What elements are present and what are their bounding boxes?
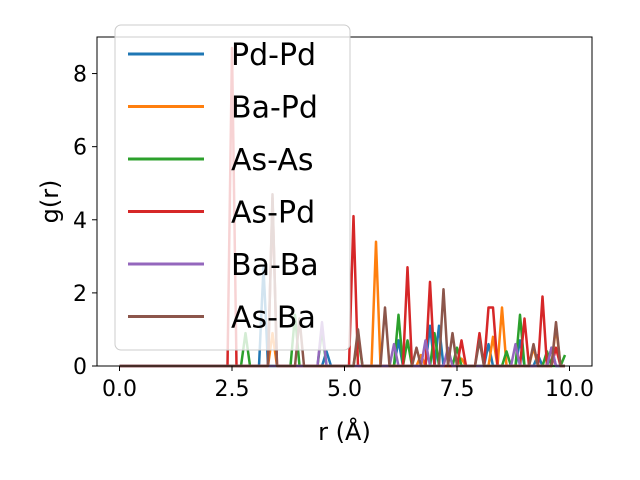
x-tick-label: 10.0 [545, 377, 594, 402]
legend-label-Ba-Ba: Ba-Ba [231, 248, 319, 283]
y-tick-label: 2 [73, 282, 87, 307]
x-tick-label: 0.0 [102, 377, 137, 402]
y-tick-label: 6 [73, 136, 87, 161]
legend-label-Ba-Pd: Ba-Pd [231, 91, 318, 126]
legend-label-As-Ba: As-Ba [231, 301, 316, 336]
y-tick-label: 4 [73, 209, 87, 234]
x-tick-label: 2.5 [215, 377, 250, 402]
legend-label-As-Pd: As-Pd [231, 196, 315, 231]
y-tick-label: 0 [73, 355, 87, 380]
x-axis-label: r (Å) [318, 417, 371, 446]
legend-label-As-As: As-As [231, 143, 313, 178]
x-axis: 0.0 2.5 5.0 7.5 10.0 [102, 366, 594, 402]
y-axis: 0 2 4 6 8 [73, 63, 97, 380]
legend-label-Pd-Pd: Pd-Pd [231, 38, 316, 73]
legend: Pd-Pd Ba-Pd As-As As-Pd Ba-Ba As-Ba [114, 24, 351, 351]
y-tick-label: 8 [73, 63, 87, 88]
x-tick-label: 7.5 [440, 377, 475, 402]
y-axis-label: g(r) [36, 180, 64, 224]
x-tick-label: 5.0 [327, 377, 362, 402]
